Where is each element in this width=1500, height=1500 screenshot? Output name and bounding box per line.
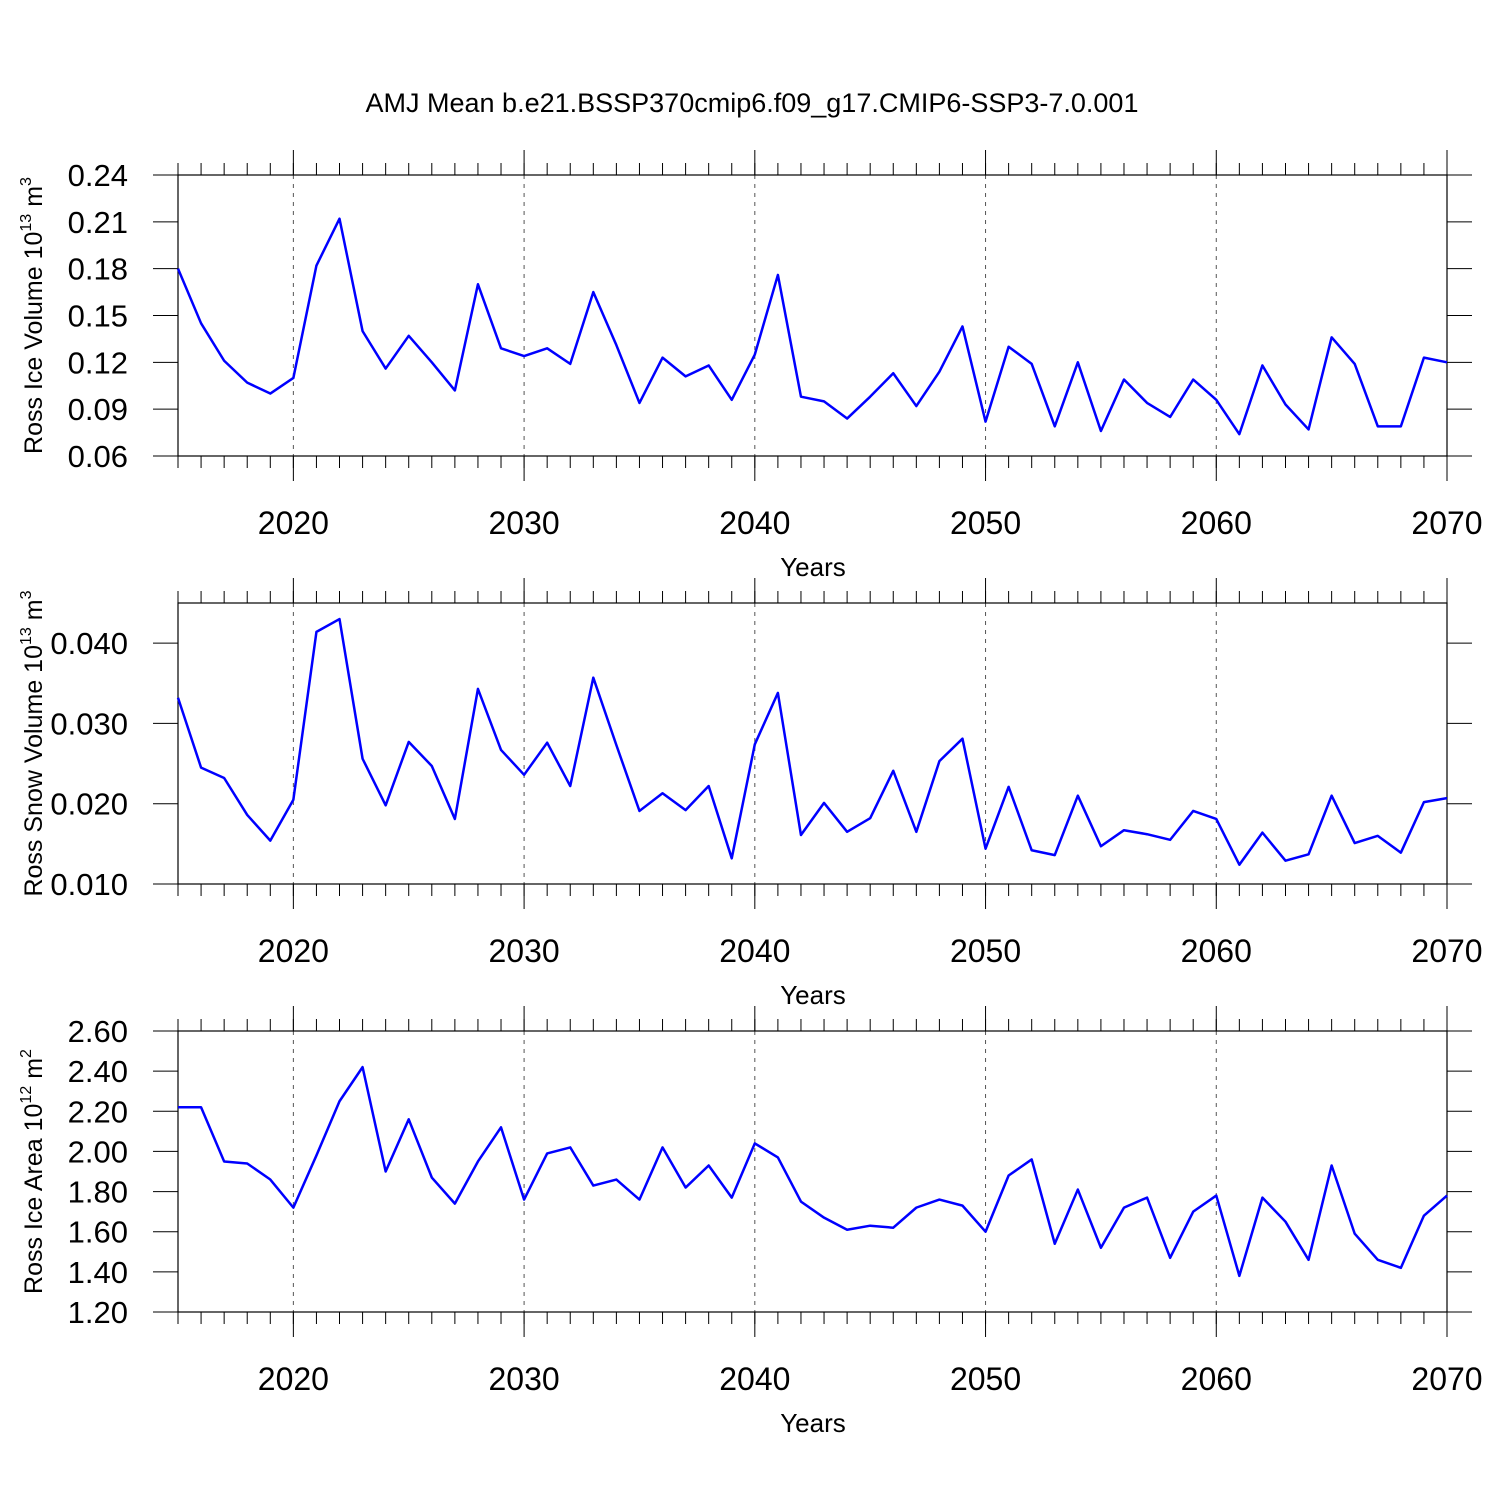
y-axis-label-part: m (20, 599, 48, 620)
y-tick-label: 0.21 (68, 205, 128, 240)
x-axis-label: Years (780, 552, 846, 582)
y-tick-label: 1.80 (68, 1175, 128, 1210)
plot-frame (177, 602, 1448, 885)
y-tick-label: 0.030 (50, 706, 128, 741)
x-tick-label: 2070 (1411, 1361, 1482, 1397)
panel: 2020 2030 2040 2050 2060 2070 0.010 0.020 0.030 0… (18, 578, 1483, 1010)
x-tick-label: 2050 (950, 1361, 1021, 1397)
y-axis-label-exponent: 12 (18, 1086, 35, 1104)
plot-frame (177, 1030, 1448, 1313)
y-axis-label: Ross Snow Volume 1013 m3 (18, 590, 48, 896)
x-tick-label: 2030 (488, 1361, 559, 1397)
y-tick-label: 0.12 (68, 345, 128, 380)
x-tick-label: 2070 (1411, 933, 1482, 969)
y-tick-label: 0.020 (50, 787, 128, 822)
panel: 2020 2030 2040 2050 2060 2070 1.20 1.40 1.60 1.80… (18, 1006, 1483, 1438)
y-tick-label: 0.15 (68, 299, 128, 334)
x-tick-label: 2070 (1411, 505, 1482, 541)
x-tick-label: 2060 (1181, 505, 1252, 541)
series-line (176, 617, 1448, 866)
y-tick-label: 0.18 (68, 252, 128, 287)
y-axis-label: Ross Ice Area 1012 m2 (18, 1049, 48, 1294)
y-tick-label: 0.040 (50, 626, 128, 661)
series-line (176, 217, 1448, 436)
y-axis-label: Ross Ice Volume 1013 m3 (18, 177, 48, 454)
y-tick-label: 0.010 (50, 867, 128, 902)
y-axis-label-part: Ross Ice Volume 10 (20, 232, 48, 454)
y-tick-label: 2.40 (68, 1054, 128, 1089)
y-axis-label-part: m (20, 1058, 48, 1079)
plot-frame (177, 174, 1448, 457)
y-tick-label: 2.60 (68, 1014, 128, 1049)
x-tick-label: 2050 (950, 505, 1021, 541)
x-tick-label: 2060 (1181, 933, 1252, 969)
y-axis-label-part: Ross Snow Volume 10 (20, 645, 48, 897)
x-tick-label: 2030 (488, 505, 559, 541)
x-tick-label: 2030 (488, 933, 559, 969)
y-tick-label: 2.00 (68, 1134, 128, 1169)
x-tick-label: 2040 (719, 933, 790, 969)
x-tick-label: 2020 (258, 933, 329, 969)
panel: AMJ Mean b.e21.BSSP370cmip6.f09_g17.CMIP… (18, 88, 1483, 582)
x-tick-label: 2020 (258, 505, 329, 541)
y-tick-label: 1.60 (68, 1215, 128, 1250)
x-tick-label: 2040 (719, 505, 790, 541)
x-tick-label: 2040 (719, 1361, 790, 1397)
x-tick-label: 2060 (1181, 1361, 1252, 1397)
y-axis-label-exponent: 13 (18, 627, 35, 645)
y-tick-label: 1.40 (68, 1255, 128, 1290)
y-tick-label: 0.09 (68, 392, 128, 427)
x-axis-label: Years (780, 1408, 846, 1438)
y-axis-label-part: m (20, 186, 48, 207)
y-axis-label-exponent: 3 (18, 590, 35, 599)
y-tick-label: 2.20 (68, 1094, 128, 1129)
y-axis-label-exponent: 13 (18, 214, 35, 232)
chart-title: AMJ Mean b.e21.BSSP370cmip6.f09_g17.CMIP… (366, 88, 1139, 118)
x-tick-label: 2050 (950, 933, 1021, 969)
y-axis-label-exponent: 2 (18, 1049, 35, 1058)
y-axis-label-part: Ross Ice Area 10 (20, 1104, 48, 1294)
x-tick-label: 2020 (258, 1361, 329, 1397)
x-axis-label: Years (780, 980, 846, 1010)
series-line (178, 1065, 1448, 1278)
y-axis-label-exponent: 3 (18, 177, 35, 186)
y-tick-label: 1.20 (68, 1295, 128, 1330)
y-tick-label: 0.06 (68, 439, 128, 474)
y-tick-label: 0.24 (68, 158, 128, 193)
